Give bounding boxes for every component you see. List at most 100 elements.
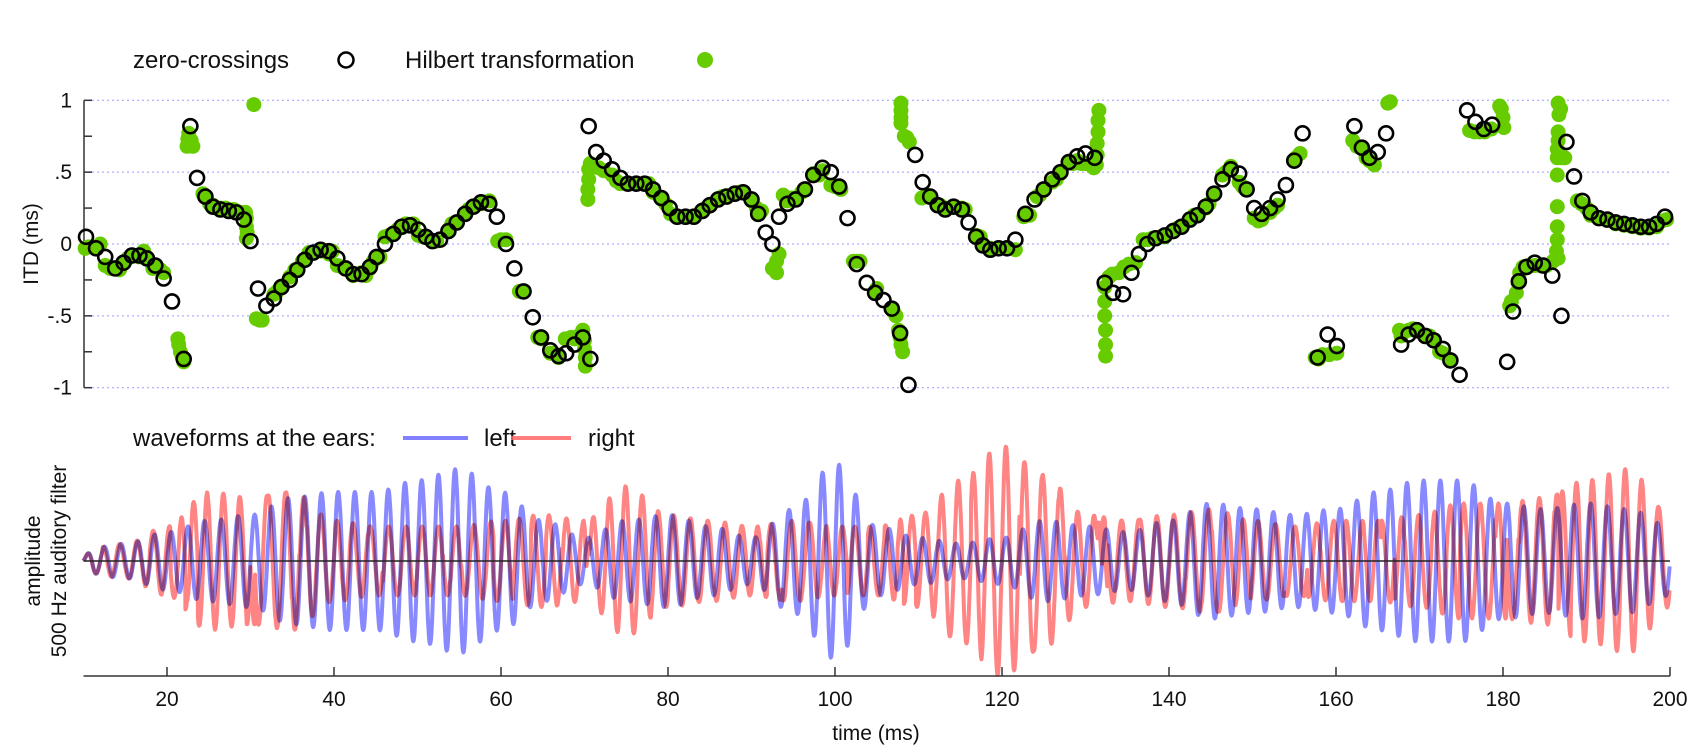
zero-crossing-point [1377, 125, 1395, 142]
zero-crossing-point [1451, 366, 1468, 384]
time-x-tick-label: 180 [1485, 688, 1520, 711]
zero-crossing-point [1114, 285, 1132, 303]
hilbert-point [852, 253, 868, 269]
zero-crossing-point [1017, 205, 1034, 223]
time-x-tick-label: 200 [1652, 688, 1687, 711]
zero-crossing-point [960, 214, 977, 231]
zero-crossing-point [312, 241, 329, 259]
zero-crossing-point [848, 255, 866, 273]
zero-crossing-point [668, 208, 686, 225]
zero-crossing-point [1526, 254, 1544, 271]
hilbert-point [893, 115, 909, 131]
zero-crossing-point [87, 240, 105, 257]
hilbert-point [1550, 250, 1566, 266]
zero-crossing-point [945, 198, 962, 215]
zero-crossing-point [1543, 267, 1561, 284]
hilbert-point [1553, 101, 1569, 117]
zero-crossing-point [1096, 274, 1114, 292]
time-x-tick-label: 20 [155, 688, 178, 711]
itd-y-axis-title: ITD (ms) [20, 203, 43, 285]
hilbert-point [254, 312, 270, 328]
zero-crossing-point [1230, 165, 1248, 182]
hilbert-point [498, 232, 514, 248]
itd-y-tick-label: -.5 [47, 305, 72, 328]
zero-crossing-point [1574, 192, 1591, 210]
hilbert-point [246, 97, 262, 113]
zero-crossing-point [1442, 352, 1459, 369]
legend-open-circle-marker [337, 51, 355, 69]
zero-crossing-point [1615, 215, 1633, 233]
hilbert-point [1098, 337, 1114, 353]
zero-crossing-point [1425, 331, 1442, 349]
zero-crossing-point [448, 214, 466, 231]
zero-crossing-point [914, 173, 931, 191]
zero-crossing-point [726, 185, 744, 203]
zero-crossing-point [1369, 143, 1387, 161]
zero-crossing-point [424, 232, 441, 250]
zero-crossing-point [595, 152, 613, 169]
zero-crossings-series [77, 102, 1674, 394]
zero-crossing-point [304, 244, 322, 261]
zero-crossing-point [1104, 284, 1122, 302]
zero-crossing-point [1269, 191, 1286, 208]
hilbert-point [1382, 94, 1398, 110]
zero-crossing-point [220, 202, 238, 220]
zero-crossing-point [749, 205, 767, 223]
zero-crossing-point [770, 208, 788, 225]
hilbert-point [1549, 232, 1565, 248]
zero-crossing-point [1277, 176, 1295, 194]
waveform-left [81, 462, 1672, 660]
hilbert-point [516, 283, 532, 299]
hilbert-point [901, 134, 917, 150]
hilbert-point [1206, 186, 1222, 202]
hilbert-point [1098, 322, 1114, 338]
zero-crossing-point [1607, 214, 1625, 231]
hilbert-point [1239, 181, 1255, 197]
zero-crossing-point [858, 274, 876, 292]
hilbert-point [1098, 348, 1114, 364]
amplitude-y-axis-title-line1: amplitude [22, 515, 45, 606]
zero-crossing-point [709, 191, 727, 208]
zero-crossing-point [1007, 231, 1024, 248]
time-x-tick-label: 140 [1151, 688, 1186, 711]
zero-crossing-point [677, 208, 694, 225]
zero-crossing-point [822, 163, 840, 181]
zero-crossing-point [764, 235, 781, 253]
zero-crossing-point [830, 178, 848, 195]
zero-crossing-point [204, 198, 222, 215]
legend-right-label: right [588, 425, 635, 452]
hilbert-point [797, 181, 813, 197]
zero-crossing-point [515, 283, 532, 300]
itd-legend: zero-crossings Hilbert transformation [133, 47, 713, 74]
zero-crossing-point [481, 195, 498, 213]
zero-crossing-point [627, 175, 645, 192]
hilbert-point [1090, 124, 1106, 140]
zero-crossing-point [814, 159, 831, 177]
zero-crossing-point [1504, 303, 1522, 320]
zero-crossing-point [235, 211, 253, 228]
zero-crossing-point [488, 208, 506, 225]
zero-crossing-point [1123, 264, 1140, 282]
hilbert-point [1549, 199, 1565, 215]
zero-crossing-point [401, 217, 419, 234]
zero-crossing-point [265, 290, 283, 307]
zero-crossing-point [1285, 152, 1303, 169]
hilbert-series [77, 94, 1675, 374]
zero-crossing-point [1294, 125, 1311, 142]
zero-crossing-point [953, 201, 971, 218]
zero-crossing-point [1197, 198, 1215, 215]
hilbert-point [1097, 308, 1113, 324]
zero-crossing-point [1518, 258, 1535, 276]
hilbert-point [1557, 150, 1573, 166]
zero-crossing-point [1309, 349, 1326, 366]
zero-crossing-point [1026, 191, 1043, 208]
hilbert-point [769, 265, 785, 281]
zero-crossing-point [506, 260, 523, 277]
zero-crossing-point [557, 344, 575, 362]
legend-zero-crossings-label: zero-crossings [133, 47, 289, 74]
hilbert-point [895, 344, 911, 360]
zero-crossing-point [1498, 353, 1516, 371]
zero-crossing-point [796, 181, 814, 198]
hilbert-point [1549, 167, 1565, 183]
